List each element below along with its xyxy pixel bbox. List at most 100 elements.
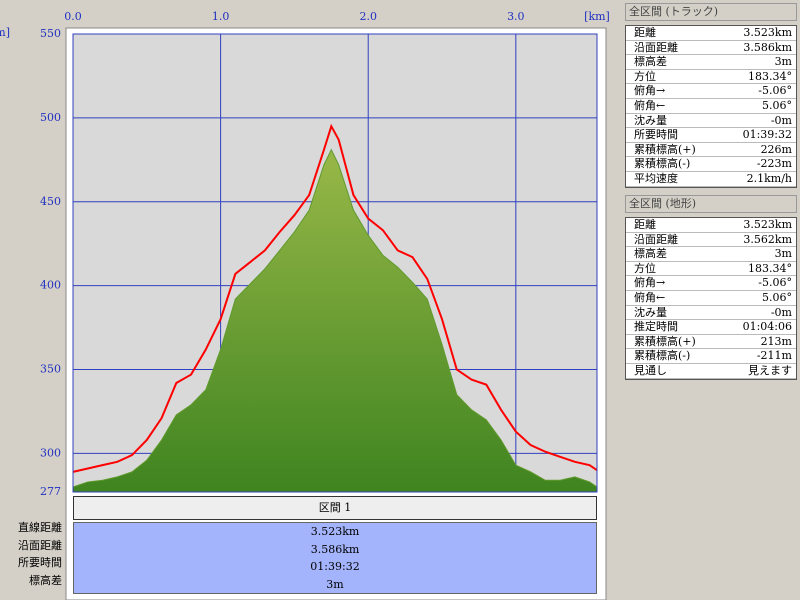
info-key: 沈み量 (634, 305, 667, 319)
panel-title: 全区間 (地形) (625, 195, 797, 213)
x-axis-label: [km] (584, 10, 610, 23)
info-value: 3.523km (743, 26, 792, 39)
info-value: 01:04:06 (742, 320, 792, 334)
info-row: 距離 3.523km (626, 218, 796, 233)
y-tick-label: 300 (40, 446, 61, 459)
info-value: -0m (770, 113, 792, 127)
section-label: 直線距離 (18, 521, 62, 534)
info-key: 俯角→ (634, 84, 666, 98)
y-axis-label: [m] (0, 26, 10, 39)
info-row: 沿面距離 3.586km (626, 41, 796, 56)
section-values: 3.523km 3.586km 01:39:32 3m (73, 522, 597, 594)
info-value: -211m (756, 349, 792, 363)
info-key: 標高差 (634, 55, 667, 69)
panel-title: 全区間 (トラック) (625, 3, 797, 21)
terrain-fill (73, 149, 597, 492)
x-tick-label: 1.0 (212, 10, 230, 23)
info-key: 平均速度 (634, 171, 678, 185)
y-tick-label: 277 (40, 485, 61, 498)
info-value: 3m (774, 55, 792, 69)
section-value: 01:39:32 (310, 560, 360, 573)
info-row: 沿面距離 3.562km (626, 233, 796, 248)
info-row: 俯角→ -5.06° (626, 276, 796, 291)
info-key: 沈み量 (634, 113, 667, 127)
info-value: -5.06° (758, 84, 792, 98)
info-row: 沈み量 -0m (626, 114, 796, 129)
info-value: 213m (760, 334, 792, 348)
section-panel: 区間 1 3.523km 3.586km 01:39:32 3m (73, 496, 597, 594)
section-header: 区間 1 (73, 496, 597, 520)
y-tick-label: 350 (40, 363, 61, 376)
info-row: 所要時間 01:39:32 (626, 128, 796, 143)
x-tick-label: 2.0 (359, 10, 377, 23)
info-key: 方位 (634, 69, 656, 83)
info-value: 3.562km (743, 232, 792, 246)
info-row: 累積標高(+) 213m (626, 335, 796, 350)
info-key: 俯角← (634, 98, 666, 112)
info-row: 方位 183.34° (626, 262, 796, 277)
info-value: 3.586km (743, 40, 792, 54)
info-key: 沿面距離 (634, 40, 678, 54)
info-value: 3.523km (743, 218, 792, 231)
info-table: 距離 3.523km 沿面距離 3.562km 標高差 3m 方位 183.34° 俯角→ -5.… (625, 217, 797, 380)
info-key: 俯角→ (634, 276, 666, 290)
info-key: 距離 (634, 26, 656, 39)
info-value: -223m (756, 157, 792, 171)
section-label: 所要時間 (18, 556, 62, 569)
info-row: 見通し 見えます (626, 364, 796, 379)
info-row: 距離 3.523km (626, 26, 796, 41)
info-value: 01:39:32 (742, 128, 792, 142)
info-row: 標高差 3m (626, 247, 796, 262)
y-tick-label: 500 (40, 111, 61, 124)
y-tick-label: 400 (40, 279, 61, 292)
info-value: 3m (774, 247, 792, 261)
info-key: 見通し (634, 363, 667, 377)
info-value: 226m (760, 142, 792, 156)
info-row: 累積標高(+) 226m (626, 143, 796, 158)
y-tick-label: 450 (40, 195, 61, 208)
info-key: 推定時間 (634, 320, 678, 334)
info-row: 俯角→ -5.06° (626, 84, 796, 99)
section-value: 3m (326, 577, 344, 591)
info-row: 沈み量 -0m (626, 306, 796, 321)
info-row: 俯角← 5.06° (626, 291, 796, 306)
terrain-panel: 全区間 (地形) 距離 3.523km 沿面距離 3.562km 標高差 3m 方位 183.3… (625, 195, 797, 380)
plot-border (72, 33, 598, 493)
info-row: 平均速度 2.1km/h (626, 172, 796, 187)
info-value: -0m (770, 305, 792, 319)
info-key: 距離 (634, 218, 656, 231)
section-value: 3.523km (310, 525, 360, 538)
info-value: 2.1km/h (746, 171, 792, 185)
info-value: 5.06° (762, 98, 792, 112)
info-value: 5.06° (762, 290, 792, 304)
info-table: 距離 3.523km 沿面距離 3.586km 標高差 3m 方位 183.34° 俯角→ -5.… (625, 25, 797, 188)
section-labels: 直線距離 沿面距離 所要時間 標高差 (0, 519, 62, 589)
info-value: -5.06° (758, 276, 792, 290)
info-row: 標高差 3m (626, 55, 796, 70)
info-key: 俯角← (634, 290, 666, 304)
info-key: 標高差 (634, 247, 667, 261)
section-value: 3.586km (310, 542, 360, 556)
info-value: 183.34° (748, 261, 792, 275)
y-tick-label: 550 (40, 27, 61, 40)
info-row: 俯角← 5.06° (626, 99, 796, 114)
track-line (72, 123, 598, 473)
info-key: 累積標高(+) (634, 142, 696, 156)
info-key: 沿面距離 (634, 232, 678, 246)
info-key: 累積標高(+) (634, 334, 696, 348)
info-row: 累積標高(-) -211m (626, 349, 796, 364)
info-key: 累積標高(-) (634, 349, 691, 363)
info-row: 推定時間 01:04:06 (626, 320, 796, 335)
info-key: 累積標高(-) (634, 157, 691, 171)
x-tick-label: 0.0 (64, 10, 82, 23)
info-value: 183.34° (748, 69, 792, 83)
terrain-line (72, 148, 598, 488)
info-value: 見えます (748, 363, 792, 377)
info-key: 所要時間 (634, 128, 678, 142)
info-row: 累積標高(-) -223m (626, 157, 796, 172)
track-panel: 全区間 (トラック) 距離 3.523km 沿面距離 3.586km 標高差 3m 方位 183… (625, 3, 797, 188)
info-row: 方位 183.34° (626, 70, 796, 85)
section-label: 標高差 (29, 573, 62, 587)
info-key: 方位 (634, 261, 656, 275)
